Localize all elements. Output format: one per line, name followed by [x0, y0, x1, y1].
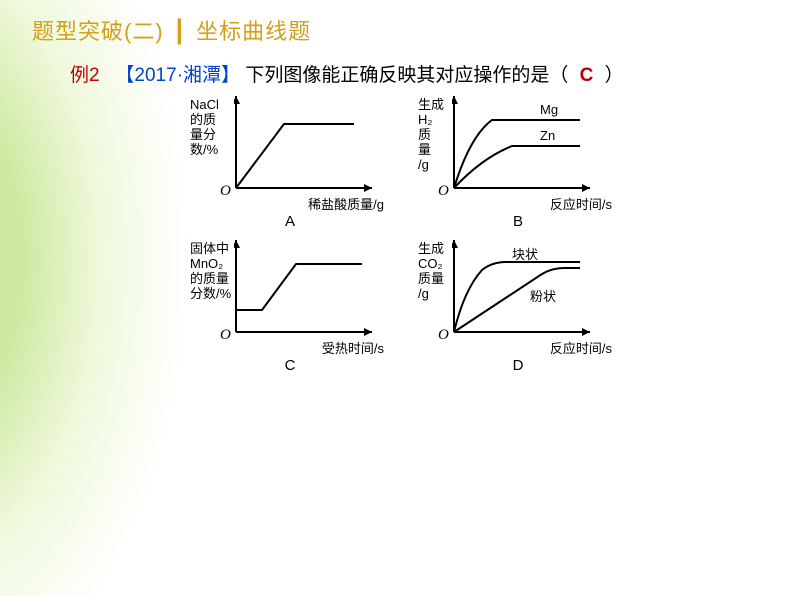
ylabel-line: 固体中: [190, 242, 234, 257]
title-suffix: 坐标曲线题: [196, 19, 311, 44]
ylabel-line: MnO₂: [190, 257, 234, 272]
chart-B-plot: O Mg Zn: [452, 96, 592, 196]
ylabel-line: 生成: [418, 242, 452, 257]
question-stem: 下列图像能正确反映其对应操作的是（: [245, 65, 568, 86]
ylabel-line: 量: [418, 143, 452, 158]
chart-D: 生成 CO₂ 质量 /g O: [418, 240, 618, 374]
chart-D-option: D: [418, 357, 618, 374]
chart-D-ylabel: 生成 CO₂ 质量 /g: [418, 240, 452, 302]
curve-label-Zn: Zn: [540, 128, 555, 143]
charts-grid: NaCl 的质 量分 数/% O: [190, 96, 630, 384]
curve-label-powder: 粉状: [530, 286, 556, 305]
ylabel-line: 质: [418, 128, 452, 143]
chart-C-option: C: [190, 357, 390, 374]
ylabel-line: /g: [418, 287, 452, 302]
origin-label: O: [438, 183, 449, 200]
chart-C-ylabel: 固体中 MnO₂ 的质量 分数/%: [190, 240, 234, 302]
ylabel-line: 的质量: [190, 272, 234, 287]
chart-A: NaCl 的质 量分 数/% O: [190, 96, 390, 230]
origin-label: O: [220, 183, 231, 200]
ylabel-line: 生成: [418, 98, 452, 113]
ylabel-line: CO₂: [418, 257, 452, 272]
chart-A-option: A: [190, 213, 390, 230]
page-title: 题型突破(二) ┃ 坐标曲线题: [32, 14, 311, 46]
chart-D-plot: O 块状 粉状: [452, 240, 592, 340]
ylabel-line: NaCl: [190, 98, 234, 113]
question-line: 例2 【2017·湘潭】 下列图像能正确反映其对应操作的是（ C ）: [70, 62, 624, 91]
chart-B-option: B: [418, 213, 618, 230]
ylabel-line: 数/%: [190, 143, 234, 158]
ylabel-line: /g: [418, 158, 452, 173]
title-prefix: 题型突破(二): [32, 19, 164, 44]
ylabel-line: 分数/%: [190, 287, 234, 302]
origin-label: O: [220, 327, 231, 344]
curve-label-block: 块状: [512, 244, 538, 263]
curve-label-Mg: Mg: [540, 102, 558, 117]
ylabel-line: 的质: [190, 113, 234, 128]
chart-row-1: NaCl 的质 量分 数/% O: [190, 96, 630, 230]
question-stem-end: ）: [605, 65, 624, 86]
chart-row-2: 固体中 MnO₂ 的质量 分数/% O: [190, 240, 630, 374]
chart-C-plot: O: [234, 240, 374, 340]
example-label: 例2: [70, 65, 100, 86]
question-source: 【2017·湘潭】: [115, 65, 240, 86]
chart-A-ylabel: NaCl 的质 量分 数/%: [190, 96, 234, 158]
ylabel-line: H₂: [418, 113, 452, 128]
chart-C: 固体中 MnO₂ 的质量 分数/% O: [190, 240, 390, 374]
origin-label: O: [438, 327, 449, 344]
chart-B-ylabel: 生成 H₂ 质 量 /g: [418, 96, 452, 173]
question-answer: C: [580, 65, 594, 86]
ylabel-line: 量分: [190, 128, 234, 143]
chart-A-plot: O: [234, 96, 374, 196]
ylabel-line: 质量: [418, 272, 452, 287]
chart-B: 生成 H₂ 质 量 /g: [418, 96, 618, 230]
title-separator: ┃: [173, 19, 187, 44]
